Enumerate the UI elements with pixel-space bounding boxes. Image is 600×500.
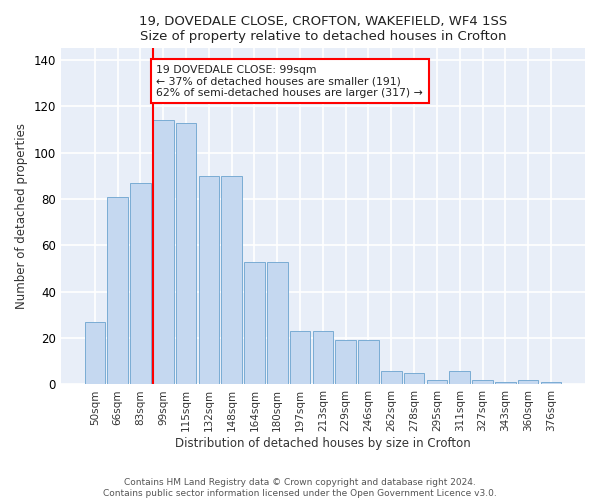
Bar — [176, 122, 196, 384]
Bar — [85, 322, 105, 384]
Bar — [404, 373, 424, 384]
Bar — [313, 331, 333, 384]
Bar — [244, 262, 265, 384]
Bar — [449, 370, 470, 384]
Bar — [290, 331, 310, 384]
Bar — [358, 340, 379, 384]
Bar — [153, 120, 173, 384]
X-axis label: Distribution of detached houses by size in Crofton: Distribution of detached houses by size … — [175, 437, 471, 450]
Text: 19 DOVEDALE CLOSE: 99sqm
← 37% of detached houses are smaller (191)
62% of semi-: 19 DOVEDALE CLOSE: 99sqm ← 37% of detach… — [157, 64, 423, 98]
Bar — [107, 196, 128, 384]
Y-axis label: Number of detached properties: Number of detached properties — [15, 124, 28, 310]
Bar — [472, 380, 493, 384]
Bar — [541, 382, 561, 384]
Bar — [267, 262, 287, 384]
Bar — [335, 340, 356, 384]
Bar — [495, 382, 515, 384]
Title: 19, DOVEDALE CLOSE, CROFTON, WAKEFIELD, WF4 1SS
Size of property relative to det: 19, DOVEDALE CLOSE, CROFTON, WAKEFIELD, … — [139, 15, 507, 43]
Bar — [199, 176, 219, 384]
Bar — [130, 183, 151, 384]
Bar — [427, 380, 447, 384]
Bar — [518, 380, 538, 384]
Text: Contains HM Land Registry data © Crown copyright and database right 2024.
Contai: Contains HM Land Registry data © Crown c… — [103, 478, 497, 498]
Bar — [221, 176, 242, 384]
Bar — [381, 370, 401, 384]
